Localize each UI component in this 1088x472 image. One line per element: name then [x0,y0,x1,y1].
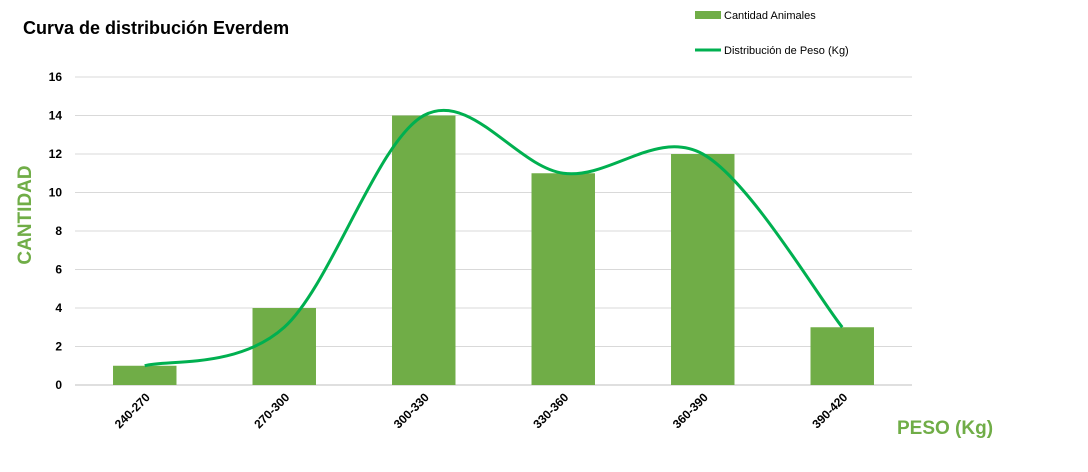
x-tick-label: 360-390 [670,390,711,431]
legend-label-bar: Cantidad Animales [724,10,816,22]
bar-330-360 [531,173,595,385]
bar-360-390 [671,154,735,385]
x-tick-label: 240-270 [112,390,153,431]
y-tick-label: 14 [49,109,63,123]
y-tick-label: 0 [55,378,62,392]
line-series [144,108,844,368]
x-tick-label: 270-300 [251,390,292,431]
y-tick-label: 8 [55,224,62,238]
gridlines [75,76,912,386]
bar-series [113,115,874,385]
legend-label-line: Distribución de Peso (Kg) [724,45,849,57]
x-axis-ticks: 240-270 270-300 300-330 330-360 360-390 390-4… [112,390,851,431]
y-axis-ticks: 0 2 4 6 8 10 12 14 16 [49,70,63,392]
y-axis-title: CANTIDAD [15,165,36,264]
y-tick-label: 2 [55,340,62,354]
x-tick-label: 300-330 [391,390,432,431]
y-tick-label: 10 [49,186,63,200]
bar-390-420 [810,327,874,385]
legend: Cantidad Animales Distribución de Peso (… [695,10,849,57]
chart-title: Curva de distribución Everdem [23,18,289,38]
bar-270-300 [252,308,316,385]
x-tick-label: 390-420 [809,390,850,431]
x-axis-title: PESO (Kg) [897,418,993,439]
y-tick-label: 6 [55,263,62,277]
bar-240-270 [113,365,177,385]
bar-300-330 [392,115,456,385]
y-tick-label: 16 [49,70,63,84]
legend-swatch-bar [695,11,721,19]
y-tick-label: 12 [49,147,63,161]
y-tick-label: 4 [55,301,62,315]
x-tick-label: 330-360 [530,390,571,431]
